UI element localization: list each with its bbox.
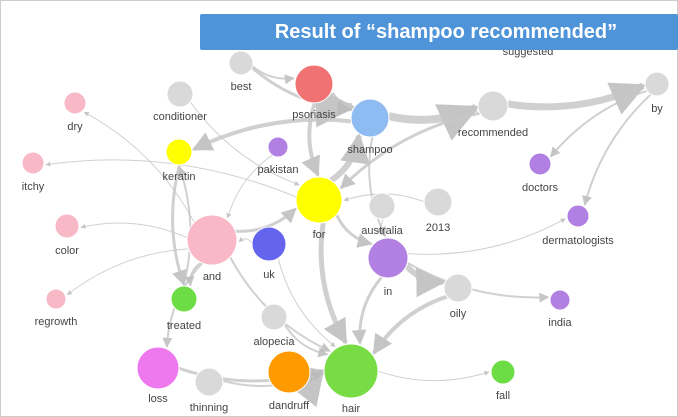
edge: [184, 261, 202, 287]
node: [350, 98, 390, 138]
node: [186, 214, 238, 266]
edge: [388, 103, 480, 141]
node-label: loss: [148, 393, 168, 405]
node: [136, 346, 180, 390]
node: [528, 152, 552, 176]
node-label: color: [55, 245, 79, 257]
node-label: fall: [496, 390, 510, 402]
node: [443, 273, 473, 303]
node: [267, 350, 311, 394]
node: [21, 151, 45, 175]
node-label: dry: [67, 121, 83, 133]
node-label: treated: [167, 320, 201, 332]
edge: [368, 136, 387, 238]
node: [54, 213, 80, 239]
node: [323, 343, 379, 399]
edge: [80, 222, 188, 239]
edge: [339, 111, 481, 190]
node: [166, 80, 194, 108]
node-label: 2013: [426, 222, 450, 234]
node-label: and: [203, 271, 221, 283]
node-label: doctors: [522, 182, 559, 194]
node-label: for: [313, 229, 326, 241]
node-label: shampoo: [347, 144, 392, 156]
node: [260, 303, 288, 331]
node-label: thinning: [190, 402, 229, 414]
edge: [351, 276, 383, 345]
edge: [251, 65, 295, 85]
node-label: oily: [450, 308, 467, 320]
edge: [507, 82, 647, 115]
edge: [235, 207, 297, 233]
edge: [301, 102, 320, 177]
node-label: india: [548, 317, 572, 329]
node-label: best: [231, 81, 252, 93]
edge: [549, 89, 648, 158]
node: [295, 176, 343, 224]
node-label: in: [384, 286, 393, 298]
node: [549, 289, 571, 311]
edge: [83, 111, 195, 223]
edge: [191, 117, 352, 152]
node: [423, 187, 453, 217]
node-label: regrowth: [35, 316, 78, 328]
nodes: best psoriasis shampoo recommended by conditi…: [21, 50, 670, 415]
node: [228, 50, 254, 76]
node-label: hair: [342, 403, 361, 415]
edge: [177, 166, 192, 287]
banner-text: Result of “shampoo recommended”: [275, 21, 617, 43]
edge: [283, 323, 329, 358]
banner: [200, 14, 678, 50]
node-label: alopecia: [254, 336, 296, 348]
node-label: dermatologists: [542, 235, 614, 247]
node: [63, 91, 87, 115]
edge: [251, 66, 353, 116]
node-label: keratin: [162, 171, 195, 183]
node: [367, 237, 409, 279]
node: [566, 204, 590, 228]
node-label: australia: [361, 225, 403, 237]
edge: [277, 258, 336, 348]
edge: [582, 93, 652, 206]
edges: [45, 65, 652, 408]
node: [368, 192, 396, 220]
node-label: by: [651, 103, 663, 115]
edge: [329, 132, 370, 183]
node-label: psoriasis: [292, 109, 336, 121]
edge: [404, 263, 447, 298]
edge: [189, 101, 300, 186]
node: [490, 359, 516, 385]
edge: [335, 214, 373, 248]
node: [294, 64, 334, 104]
node-label: conditioner: [153, 111, 207, 123]
edge: [238, 237, 253, 244]
node-label: pakistan: [258, 164, 299, 176]
node: [165, 138, 193, 166]
edge: [171, 164, 187, 286]
node: [194, 367, 224, 397]
node: [251, 226, 287, 262]
node-label: itchy: [22, 181, 45, 193]
node: [267, 136, 289, 158]
node-label: uk: [263, 269, 275, 281]
edge: [226, 154, 273, 219]
node: [477, 90, 509, 122]
node: [45, 288, 67, 310]
node: [644, 71, 670, 97]
node-label: dandruff: [269, 400, 310, 412]
node: [170, 285, 198, 313]
edge: [407, 218, 566, 255]
edge: [377, 370, 490, 382]
edge: [406, 261, 550, 303]
node-label: recommended: [458, 127, 528, 139]
edge: [372, 294, 448, 355]
edge: [318, 222, 348, 345]
